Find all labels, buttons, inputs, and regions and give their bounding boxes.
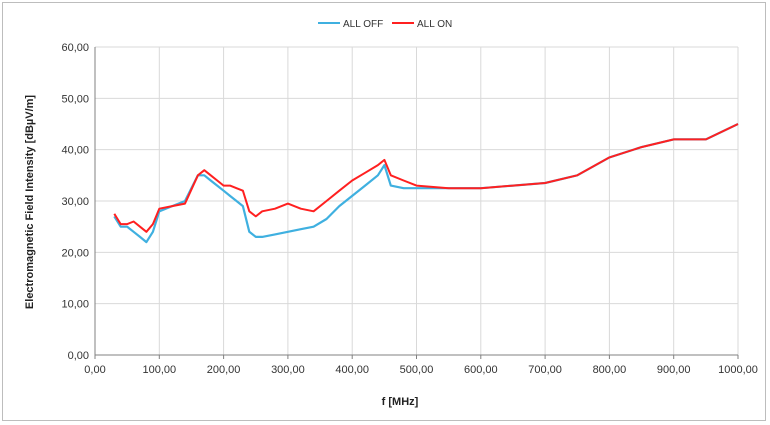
series-line-all-off: [113, 123, 739, 244]
x-tick-label: 700,00: [528, 364, 562, 376]
axes: [94, 47, 739, 359]
y-tick-label: 60,00: [61, 42, 89, 54]
x-tick-label: 200,00: [207, 364, 241, 376]
y-tick-label: 10,00: [61, 299, 89, 311]
legend-label-all-off: ALL OFF: [343, 19, 383, 30]
series-lines: [113, 123, 739, 244]
x-tick-labels: 0,00 100,00 200,00 300,00 400,00 500,00 600,00…: [84, 364, 758, 376]
x-tick-label: 1000,00: [718, 364, 758, 376]
x-tick-label: 400,00: [335, 364, 369, 376]
legend-label-all-on: ALL ON: [417, 19, 452, 30]
y-tick-label: 20,00: [61, 247, 89, 259]
series-line-all-on: [113, 123, 739, 233]
x-tick-label: 800,00: [593, 364, 627, 376]
x-tick-label: 500,00: [400, 364, 434, 376]
y-tick-labels: 0,00 10,00 20,00 30,00 40,00 50,00 60,00: [61, 42, 89, 362]
x-tick-label: 900,00: [657, 364, 691, 376]
x-tick-label: 300,00: [271, 364, 305, 376]
x-axis-title: f [MHz]: [382, 396, 419, 408]
y-tick-label: 50,00: [61, 93, 89, 105]
y-axis-title: Electromagnetic Field Intensity [dBµV/m]: [24, 95, 36, 309]
legend: ALL OFF ALL ON: [318, 19, 452, 30]
y-tick-label: 30,00: [61, 196, 89, 208]
chart-frame: [2, 2, 766, 421]
y-tick-label: 40,00: [61, 145, 89, 157]
gridlines: [94, 46, 739, 356]
x-tick-label: 0,00: [84, 364, 105, 376]
x-tick-label: 100,00: [142, 364, 176, 376]
x-tick-label: 600,00: [464, 364, 498, 376]
y-tick-label: 0,00: [68, 350, 89, 362]
